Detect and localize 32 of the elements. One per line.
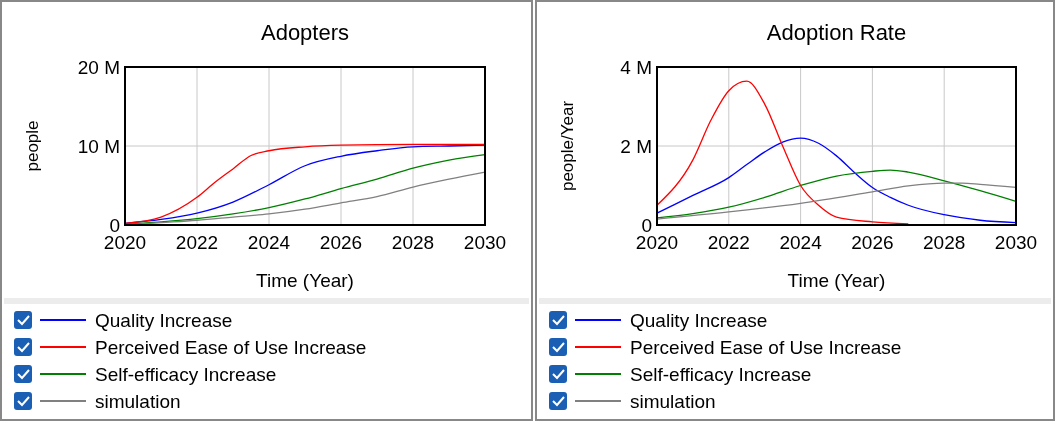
legend-label: Perceived Ease of Use Increase [95,337,367,358]
y-tick-label: 10 M [77,136,120,157]
x-tick-label: 2022 [707,232,750,253]
x-tick-label: 2030 [463,232,507,253]
y-axis-title: people [23,120,42,172]
x-tick-label: 2030 [994,232,1038,253]
x-axis-title: Time (Year) [256,270,354,291]
legend-label: simulation [95,391,181,412]
x-tick-label: 2028 [391,232,435,253]
x-tick-label: 2026 [851,232,894,253]
x-tick-label: 2024 [247,232,291,253]
x-tick-label: 2022 [175,232,219,253]
y-axis-title: people/Year [558,100,577,192]
y-tick-label: 2 M [620,136,652,157]
legend-label: Quality Increase [95,310,233,331]
legend-label: Quality Increase [630,310,768,331]
legend-label: Self-efficacy Increase [95,364,277,385]
chart-title: Adopters [260,20,350,45]
line-series [656,182,1017,220]
x-axis-title: Time (Year) [787,270,886,291]
legend-label: Self-efficacy Increase [630,364,812,385]
line-series [656,80,909,225]
line-series [656,137,1017,224]
y-tick-label: 4 M [620,57,652,78]
legend-label: Perceived Ease of Use Increase [630,337,902,358]
line-series [656,169,1017,219]
legend-label: simulation [630,391,716,412]
chart-title: Adoption Rate [766,20,907,45]
x-tick-label: 2028 [923,232,966,253]
x-tick-label: 2026 [319,232,363,253]
y-tick-label: 20 M [77,57,120,78]
x-tick-label: 2024 [779,232,823,253]
